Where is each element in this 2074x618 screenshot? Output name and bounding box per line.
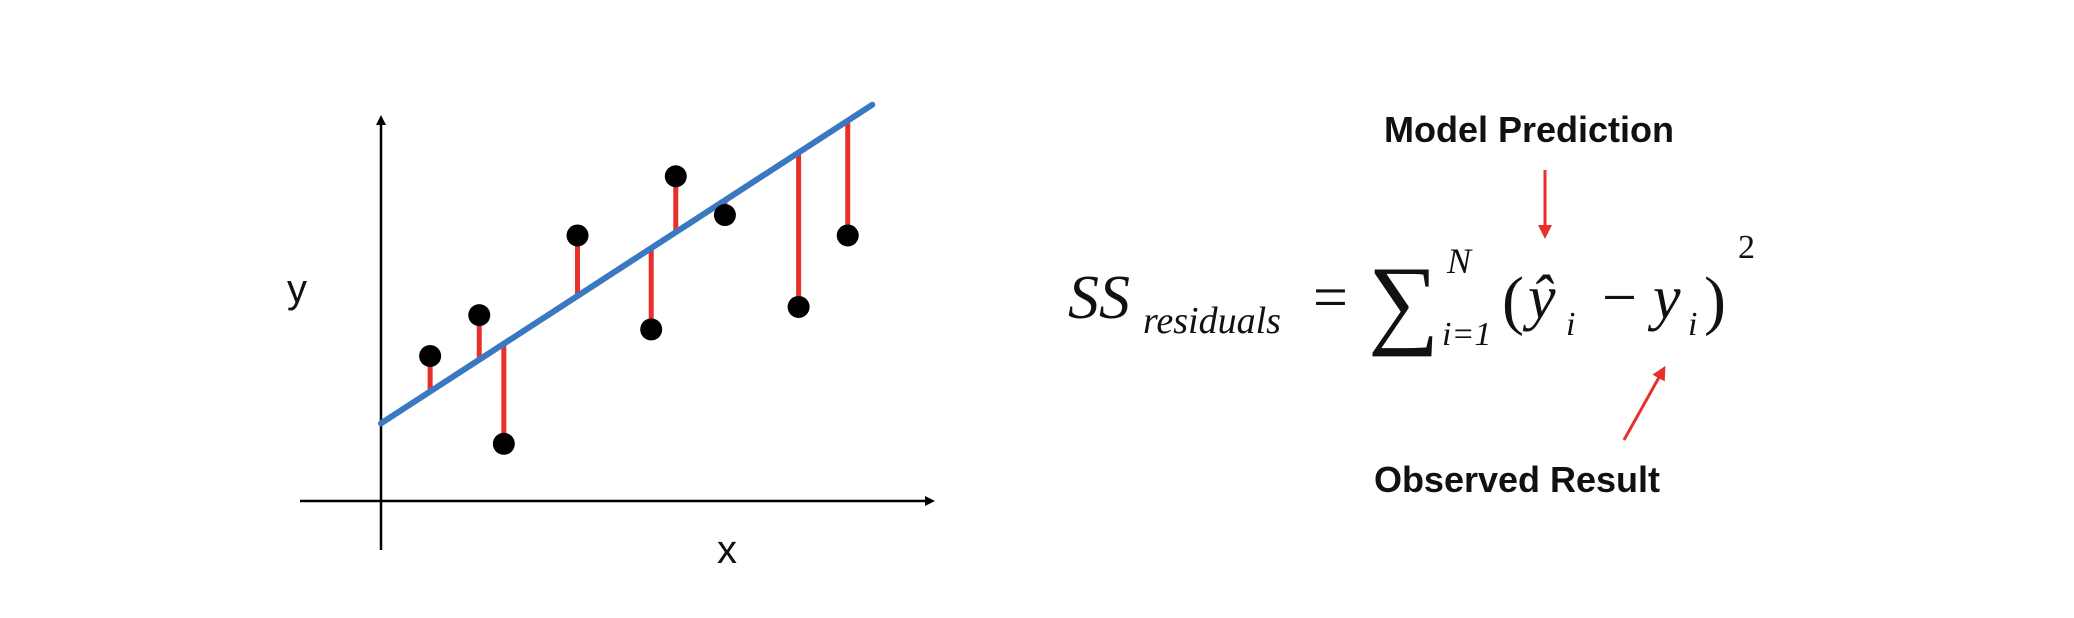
predicted-value: ŷ xyxy=(1522,264,1556,332)
y-axis-label: y xyxy=(287,267,307,311)
data-point xyxy=(836,224,859,247)
residual-sum-of-squares-equation: SS residuals = ∑ N i=1 ( ŷ i − y i ) 2 xyxy=(1068,229,1755,357)
summation-upper-limit: N xyxy=(1446,241,1473,281)
observed-result-label: Observed Result xyxy=(1374,459,1660,500)
minus-sign: − xyxy=(1602,264,1637,332)
observed-value: y xyxy=(1647,264,1681,332)
data-point xyxy=(419,344,442,367)
summation-symbol: ∑ xyxy=(1368,246,1439,357)
open-parenthesis: ( xyxy=(1502,264,1524,337)
observed-value-subscript: i xyxy=(1688,306,1697,343)
equation-annotations: Model Prediction Observed Result xyxy=(1374,109,1674,500)
summation-lower-limit: i=1 xyxy=(1442,316,1491,353)
predicted-value-subscript: i xyxy=(1566,306,1575,343)
close-parenthesis: ) xyxy=(1704,264,1726,337)
x-axis-label: x xyxy=(717,528,737,572)
data-points xyxy=(419,165,859,455)
data-point xyxy=(640,318,663,341)
data-point xyxy=(492,432,515,455)
data-point xyxy=(468,304,491,327)
equals-sign: = xyxy=(1313,264,1348,332)
observed-result-arrow xyxy=(1622,365,1666,441)
scatter-plot: y x xyxy=(287,101,935,572)
data-point xyxy=(566,224,589,247)
data-point xyxy=(787,295,810,318)
data-point xyxy=(713,204,736,227)
equation-lhs: SS xyxy=(1068,264,1130,332)
data-point xyxy=(664,165,687,188)
model-prediction-label: Model Prediction xyxy=(1384,109,1674,150)
trend-line xyxy=(378,101,876,427)
equation-lhs-subscript: residuals xyxy=(1143,300,1281,342)
exponent: 2 xyxy=(1738,229,1755,266)
residual-lines xyxy=(427,120,851,444)
